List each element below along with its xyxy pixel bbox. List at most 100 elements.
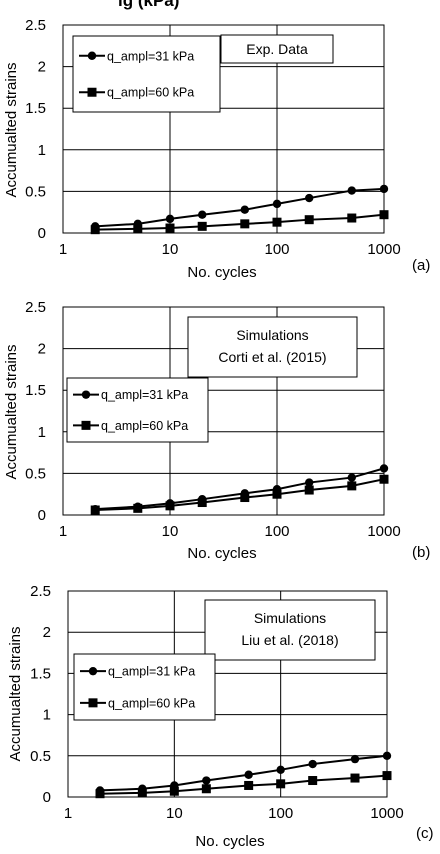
- y-tick-label: 1: [38, 142, 46, 159]
- x-tick-label: 1: [59, 241, 67, 258]
- y-tick-label: 2: [43, 624, 51, 641]
- data-point-square: [202, 784, 211, 793]
- data-point-circle: [241, 206, 249, 214]
- data-point-circle: [273, 200, 281, 208]
- x-tick-label: 1000: [367, 523, 400, 540]
- data-point-circle: [82, 390, 90, 398]
- panel-label: (b): [412, 544, 430, 561]
- data-point-square: [82, 421, 91, 430]
- annotation-text: Simulations: [236, 327, 308, 343]
- x-axis-title: No. cycles: [195, 833, 264, 850]
- annotation-text: Exp. Data: [246, 41, 308, 57]
- x-tick-label: 1: [59, 523, 67, 540]
- header-fragment: ig (kPa): [118, 0, 179, 10]
- y-tick-label: 0.5: [25, 465, 46, 482]
- legend-entry-label: q_ampl=60 kPa: [101, 419, 188, 433]
- data-point-square: [96, 789, 105, 798]
- data-point-square: [305, 215, 314, 224]
- data-point-square: [138, 788, 147, 797]
- data-point-circle: [383, 752, 391, 760]
- data-point-square: [305, 486, 314, 495]
- legend-entry-label: q_ampl=60 kPa: [108, 696, 195, 710]
- data-point-square: [244, 781, 253, 790]
- x-tick-label: 100: [268, 805, 293, 822]
- y-tick-label: 0: [38, 507, 46, 524]
- legend-box: [73, 36, 220, 112]
- y-tick-label: 2.5: [30, 583, 51, 600]
- y-axis-title: Accumualted strains: [3, 62, 20, 197]
- x-tick-label: 100: [264, 241, 289, 258]
- data-point-circle: [351, 755, 359, 763]
- data-point-circle: [305, 478, 313, 486]
- data-point-circle: [305, 194, 313, 202]
- y-tick-label: 0.5: [25, 183, 46, 200]
- data-point-square: [276, 779, 285, 788]
- x-tick-label: 1: [64, 805, 72, 822]
- annotation-box: [205, 600, 375, 660]
- data-point-square: [198, 498, 207, 507]
- data-point-square: [91, 506, 100, 515]
- annotation-text: Corti et al. (2015): [218, 349, 326, 365]
- data-point-square: [240, 219, 249, 228]
- data-point-circle: [244, 771, 252, 779]
- x-tick-label: 1000: [370, 805, 403, 822]
- data-point-square: [273, 218, 282, 227]
- y-axis-title: Accumualted strains: [7, 626, 24, 761]
- chart-panel: 1 10 100 1000 0 0.5 1 1.5 2 2.5 No. cycles Accumual…: [3, 17, 430, 281]
- annotation-text: Simulations: [254, 610, 326, 626]
- legend: q_ampl=31 kPa q_ampl=60 kPa: [74, 654, 215, 720]
- legend: q_ampl=31 kPa q_ampl=60 kPa: [73, 36, 220, 112]
- data-point-square: [380, 210, 389, 219]
- data-point-square: [166, 224, 175, 233]
- y-tick-label: 2.5: [25, 299, 46, 316]
- chart-panel: 1 10 100 1000 0 0.5 1 1.5 2 2.5 No. cycles Accumual…: [3, 299, 430, 562]
- data-point-square: [273, 490, 282, 499]
- data-point-square: [347, 481, 356, 490]
- chart-panel: 1 10 100 1000 0 0.5 1 1.5 2 2.5 No. cycles Accumual…: [7, 583, 434, 850]
- data-point-square: [383, 771, 392, 780]
- data-point-circle: [88, 52, 96, 60]
- x-tick-label: 10: [162, 523, 179, 540]
- annotation-text: Liu et al. (2018): [241, 632, 338, 648]
- x-axis-title: No. cycles: [187, 264, 256, 281]
- data-point-square: [133, 224, 142, 233]
- x-tick-label: 10: [166, 805, 183, 822]
- y-tick-label: 1.5: [25, 382, 46, 399]
- y-tick-label: 1.5: [25, 100, 46, 117]
- data-point-circle: [276, 766, 284, 774]
- y-tick-label: 1.5: [30, 665, 51, 682]
- x-tick-label: 1000: [367, 241, 400, 258]
- data-point-circle: [348, 186, 356, 194]
- y-axis-title: Accumualted strains: [3, 344, 20, 479]
- data-point-square: [88, 88, 97, 97]
- data-point-circle: [198, 210, 206, 218]
- y-tick-label: 2.5: [25, 17, 46, 34]
- x-tick-label: 10: [162, 241, 179, 258]
- annotation-box: [188, 317, 357, 377]
- y-tick-label: 2: [38, 341, 46, 358]
- panel-label: (a): [412, 257, 430, 274]
- data-point-circle: [308, 760, 316, 768]
- data-point-circle: [380, 185, 388, 193]
- data-point-square: [380, 475, 389, 484]
- legend-entry-label: q_ampl=31 kPa: [108, 665, 195, 679]
- data-point-square: [89, 698, 98, 707]
- y-tick-label: 1: [38, 424, 46, 441]
- data-point-square: [166, 501, 175, 510]
- y-tick-label: 1: [43, 707, 51, 724]
- data-point-square: [198, 222, 207, 231]
- data-point-circle: [202, 776, 210, 784]
- data-point-circle: [348, 473, 356, 481]
- x-axis-title: No. cycles: [187, 545, 256, 562]
- data-point-square: [240, 493, 249, 502]
- data-point-square: [133, 504, 142, 513]
- data-point-circle: [380, 464, 388, 472]
- y-tick-label: 0: [43, 789, 51, 806]
- panel-label: (c): [416, 825, 434, 842]
- y-tick-label: 0: [38, 225, 46, 242]
- legend-entry-label: q_ampl=60 kPa: [107, 86, 194, 100]
- data-point-circle: [89, 667, 97, 675]
- legend-entry-label: q_ampl=31 kPa: [107, 49, 194, 63]
- data-point-square: [170, 787, 179, 796]
